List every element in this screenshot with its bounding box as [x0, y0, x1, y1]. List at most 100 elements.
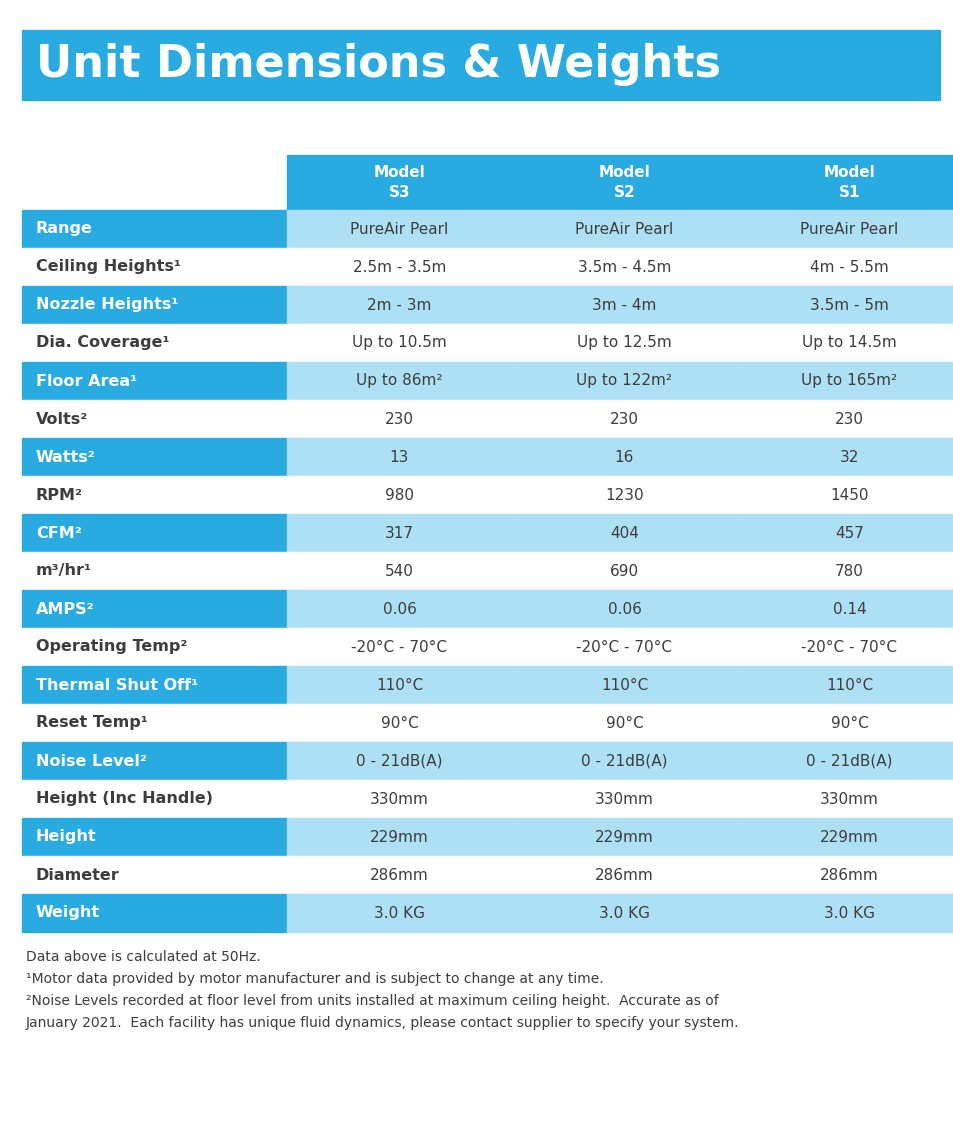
Bar — [737, 628, 953, 666]
Bar — [22, 818, 287, 856]
Bar — [512, 248, 737, 286]
Text: 1230: 1230 — [604, 487, 643, 502]
Bar — [737, 515, 953, 552]
Text: Reset Temp¹: Reset Temp¹ — [36, 715, 148, 730]
Text: 0.14: 0.14 — [832, 602, 865, 617]
Text: 780: 780 — [834, 564, 863, 579]
Text: Model
S2: Model S2 — [598, 165, 650, 199]
Bar — [737, 590, 953, 628]
Text: Up to 122m²: Up to 122m² — [576, 374, 672, 388]
Text: Noise Level²: Noise Level² — [36, 754, 147, 769]
Bar — [512, 704, 737, 741]
Bar — [22, 286, 287, 324]
Bar — [737, 894, 953, 932]
Bar — [287, 704, 512, 741]
Text: Operating Temp²: Operating Temp² — [36, 639, 187, 654]
Text: 90°C: 90°C — [380, 715, 418, 730]
Text: 0.06: 0.06 — [607, 602, 640, 617]
Bar — [287, 155, 512, 210]
Bar — [22, 248, 287, 286]
Bar — [22, 362, 287, 400]
Bar — [22, 894, 287, 932]
Text: 286mm: 286mm — [595, 868, 653, 882]
Text: Floor Area¹: Floor Area¹ — [36, 374, 137, 388]
Text: 110°C: 110°C — [825, 677, 872, 692]
Text: 110°C: 110°C — [600, 677, 647, 692]
Text: ¹Motor data provided by motor manufacturer and is subject to change at any time.: ¹Motor data provided by motor manufactur… — [26, 972, 603, 986]
Bar — [22, 628, 287, 666]
Text: PureAir Pearl: PureAir Pearl — [575, 221, 673, 236]
Text: ²Noise Levels recorded at floor level from units installed at maximum ceiling he: ²Noise Levels recorded at floor level fr… — [26, 994, 718, 1008]
Bar — [737, 210, 953, 248]
Text: Nozzle Heights¹: Nozzle Heights¹ — [36, 298, 178, 313]
Text: 229mm: 229mm — [370, 830, 429, 845]
Bar — [22, 324, 287, 362]
Bar — [287, 286, 512, 324]
Bar — [22, 515, 287, 552]
Text: 3.0 KG: 3.0 KG — [823, 905, 874, 920]
Bar — [287, 248, 512, 286]
Text: 286mm: 286mm — [370, 868, 429, 882]
Text: PureAir Pearl: PureAir Pearl — [800, 221, 898, 236]
Text: PureAir Pearl: PureAir Pearl — [350, 221, 448, 236]
Text: 110°C: 110°C — [375, 677, 423, 692]
Bar — [287, 210, 512, 248]
Text: AMPS²: AMPS² — [36, 602, 94, 617]
Bar — [512, 780, 737, 818]
Text: 229mm: 229mm — [595, 830, 653, 845]
Text: RPM²: RPM² — [36, 487, 83, 502]
Bar — [22, 666, 287, 704]
Bar — [22, 741, 287, 780]
Text: Watts²: Watts² — [36, 449, 95, 464]
Bar — [22, 856, 287, 894]
Bar — [287, 856, 512, 894]
Bar — [737, 666, 953, 704]
Bar — [287, 628, 512, 666]
Bar — [287, 438, 512, 476]
Bar — [737, 818, 953, 856]
Text: Up to 165m²: Up to 165m² — [801, 374, 897, 388]
Text: 2m - 3m: 2m - 3m — [367, 298, 432, 313]
Bar — [737, 438, 953, 476]
Text: 90°C: 90°C — [830, 715, 867, 730]
Text: 404: 404 — [609, 526, 639, 541]
Text: -20°C - 70°C: -20°C - 70°C — [351, 639, 447, 654]
Bar — [287, 894, 512, 932]
Bar — [737, 362, 953, 400]
Bar — [22, 155, 287, 210]
Bar — [512, 628, 737, 666]
Text: Model
S3: Model S3 — [374, 165, 425, 199]
Text: Height: Height — [36, 830, 96, 845]
Bar — [512, 324, 737, 362]
Text: Volts²: Volts² — [36, 411, 89, 426]
Text: 13: 13 — [390, 449, 409, 464]
Bar — [737, 704, 953, 741]
Bar — [512, 286, 737, 324]
Text: Range: Range — [36, 221, 92, 236]
Bar — [512, 741, 737, 780]
Bar — [737, 741, 953, 780]
Bar — [737, 856, 953, 894]
Bar — [512, 210, 737, 248]
Bar — [22, 400, 287, 438]
Text: 3.0 KG: 3.0 KG — [598, 905, 649, 920]
Text: 16: 16 — [614, 449, 634, 464]
Text: 90°C: 90°C — [605, 715, 642, 730]
Text: Ceiling Heights¹: Ceiling Heights¹ — [36, 259, 181, 275]
Text: 457: 457 — [834, 526, 863, 541]
Text: Thermal Shut Off¹: Thermal Shut Off¹ — [36, 677, 198, 692]
Bar — [287, 324, 512, 362]
Text: -20°C - 70°C: -20°C - 70°C — [576, 639, 672, 654]
Text: Up to 12.5m: Up to 12.5m — [577, 336, 671, 351]
Bar — [22, 780, 287, 818]
Bar — [22, 590, 287, 628]
Bar — [512, 552, 737, 590]
Text: 230: 230 — [385, 411, 414, 426]
Bar — [512, 856, 737, 894]
Bar — [22, 30, 939, 100]
Text: Up to 86m²: Up to 86m² — [355, 374, 442, 388]
Bar — [737, 552, 953, 590]
Text: 540: 540 — [385, 564, 414, 579]
Text: January 2021.  Each facility has unique fluid dynamics, please contact supplier : January 2021. Each facility has unique f… — [26, 1017, 739, 1030]
Bar — [512, 666, 737, 704]
